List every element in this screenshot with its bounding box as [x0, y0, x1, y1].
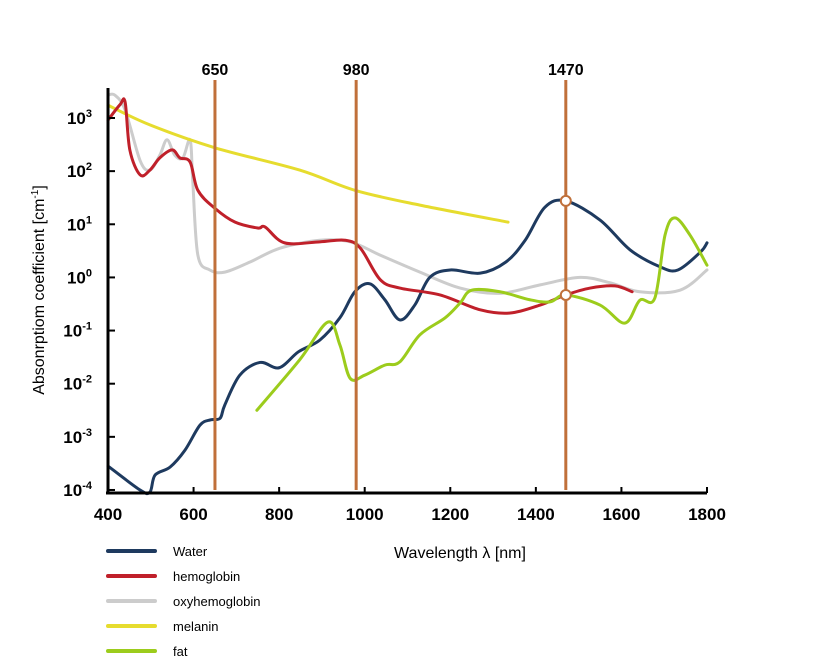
legend-label-oxyhemoglobin: oxyhemoglobin	[173, 594, 260, 609]
x-tick-label: 800	[265, 505, 293, 524]
y-tick-label: 10-2	[63, 374, 92, 394]
series-line-hemoglobin	[106, 97, 634, 315]
y-tick-label: 10-3	[63, 427, 92, 447]
intersection-point	[559, 288, 572, 301]
x-tick-label: 1600	[603, 505, 641, 524]
series-line-fat	[255, 216, 709, 412]
y-tick-label: 103	[67, 108, 92, 128]
x-tick-label: 1400	[517, 505, 555, 524]
x-tick-label: 400	[94, 505, 122, 524]
y-tick-label: 100	[67, 267, 92, 287]
y-axis-label: Absonrptiom coefficient [cm-1]	[30, 185, 48, 395]
y-tick-label: 102	[67, 161, 92, 181]
intersection-point	[559, 194, 572, 207]
wavelength-marker-label-980: 980	[343, 62, 370, 79]
legend-label-water: Water	[173, 544, 208, 559]
x-axis-label: Wavelength λ [nm]	[394, 545, 526, 562]
x-tick-label: 1000	[346, 505, 384, 524]
wavelength-marker-label-1470: 1470	[548, 62, 584, 79]
legend-label-hemoglobin: hemoglobin	[173, 569, 240, 584]
y-tick-label: 10-4	[63, 480, 93, 500]
series-line-water	[106, 198, 709, 496]
x-tick-label: 600	[179, 505, 207, 524]
wavelength-marker-label-650: 650	[202, 62, 229, 79]
series-line-melanin	[106, 103, 510, 224]
y-tick-label: 10-1	[63, 321, 92, 341]
legend-label-fat: fat	[173, 644, 188, 659]
x-tick-label: 1800	[688, 505, 726, 524]
x-tick-label: 1200	[431, 505, 469, 524]
legend-label-melanin: melanin	[173, 619, 219, 634]
series-line-oxyhemoglobin	[106, 92, 709, 295]
y-tick-label: 101	[67, 214, 92, 234]
legend: Water hemoglobin oxyhemoglobin melanin fat	[106, 544, 260, 659]
